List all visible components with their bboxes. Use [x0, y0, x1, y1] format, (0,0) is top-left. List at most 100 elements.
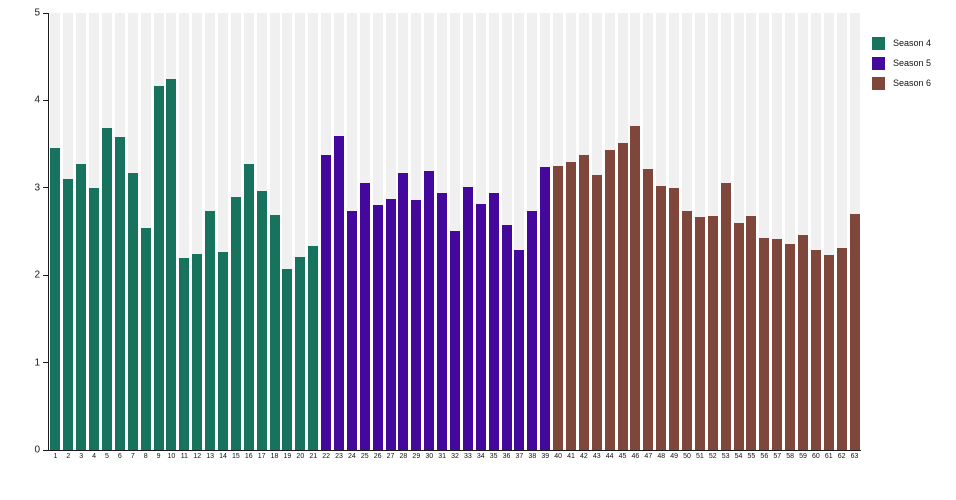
background-stripe — [514, 13, 525, 450]
bar — [89, 187, 100, 450]
legend: Season 4 Season 5 Season 6 — [872, 33, 931, 93]
background-stripe — [823, 13, 834, 450]
x-tick-label: 44 — [605, 453, 614, 460]
bar — [475, 204, 486, 450]
bar — [192, 254, 203, 450]
y-tick-label: 3 — [34, 182, 40, 194]
bar — [321, 155, 332, 450]
x-tick-label: 11 — [180, 453, 188, 460]
y-tick-mark — [43, 187, 49, 189]
bar — [346, 211, 357, 450]
bar — [694, 216, 705, 450]
y-tick-mark — [43, 99, 49, 101]
x-tick-label: 46 — [631, 453, 640, 460]
x-tick-label: 29 — [412, 453, 421, 460]
bar — [553, 165, 564, 450]
x-tick-label: 8 — [143, 453, 148, 460]
x-tick-label: 55 — [747, 453, 756, 460]
bar — [540, 166, 551, 450]
background-stripe — [192, 13, 203, 450]
bar — [849, 214, 860, 450]
background-stripe — [759, 13, 770, 450]
bar — [333, 136, 345, 450]
x-tick-label: 52 — [708, 453, 717, 460]
x-tick-label: 3 — [79, 453, 84, 460]
bar — [230, 196, 241, 450]
bar — [707, 215, 718, 450]
legend-item-season-5: Season 5 — [872, 53, 931, 73]
bar — [527, 211, 538, 450]
legend-label-season-5: Season 5 — [893, 58, 932, 68]
x-tick-label: 40 — [554, 453, 563, 460]
legend-swatch-season-5 — [872, 56, 885, 70]
y-tick-mark — [43, 12, 49, 14]
legend-label-season-4: Season 4 — [893, 38, 932, 48]
x-tick-label: 58 — [786, 453, 795, 460]
x-tick-label: 39 — [541, 453, 550, 460]
x-tick-label: 16 — [244, 453, 253, 460]
bar — [514, 249, 525, 450]
bar — [308, 246, 319, 450]
bar — [785, 243, 796, 450]
bar — [295, 256, 306, 450]
bar — [114, 137, 125, 450]
bar — [501, 224, 512, 450]
legend-item-season-4: Season 4 — [872, 33, 931, 53]
legend-label-season-6: Season 6 — [893, 78, 932, 88]
x-tick-label: 26 — [373, 453, 382, 460]
x-tick-label: 2 — [66, 453, 71, 460]
bar — [424, 171, 435, 450]
bar — [759, 237, 770, 450]
x-tick-label: 10 — [167, 453, 176, 460]
x-tick-label: 31 — [438, 453, 447, 460]
bar — [565, 161, 577, 450]
y-tick-mark — [43, 449, 49, 451]
bar — [411, 200, 422, 450]
x-tick-label: 41 — [567, 453, 575, 460]
x-tick-label: 33 — [463, 453, 472, 460]
x-tick-label: 51 — [695, 453, 704, 460]
x-tick-label: 54 — [734, 453, 743, 460]
x-tick-label: 34 — [476, 453, 485, 460]
x-tick-label: 57 — [773, 453, 782, 460]
bar — [656, 186, 667, 450]
bar — [733, 222, 744, 450]
background-stripe — [836, 13, 847, 450]
x-tick-label: 9 — [156, 453, 161, 460]
background-stripe — [308, 13, 319, 450]
background-stripe — [295, 13, 306, 450]
y-tick-label: 5 — [34, 7, 40, 19]
x-tick-label: 49 — [670, 453, 679, 460]
bar — [437, 193, 448, 450]
bar — [153, 85, 164, 450]
bar — [823, 255, 834, 450]
background-stripe — [217, 13, 229, 450]
x-tick-label: 45 — [618, 453, 627, 460]
bar — [797, 235, 809, 450]
bar — [604, 150, 615, 450]
bar — [681, 211, 693, 450]
x-tick-label: 23 — [335, 453, 343, 460]
x-tick-label: 1 — [53, 453, 58, 460]
x-tick-label: 17 — [257, 453, 266, 460]
bar — [630, 125, 641, 450]
x-tick-label: 21 — [309, 453, 318, 460]
background-stripe — [797, 13, 809, 450]
background-stripe — [179, 13, 190, 450]
bar — [101, 128, 113, 450]
x-tick-label: 28 — [399, 453, 408, 460]
bar — [217, 252, 229, 450]
y-tick-label: 1 — [34, 357, 40, 369]
background-stripe — [810, 13, 821, 450]
bar — [63, 179, 74, 450]
x-tick-label: 47 — [644, 453, 653, 460]
bar — [746, 215, 757, 450]
bar — [256, 191, 267, 450]
x-tick-label: 15 — [231, 453, 240, 460]
background-stripe — [785, 13, 796, 450]
x-tick-label: 12 — [193, 453, 202, 460]
bar — [282, 269, 293, 450]
bar — [269, 214, 280, 450]
x-tick-label: 62 — [837, 453, 846, 460]
